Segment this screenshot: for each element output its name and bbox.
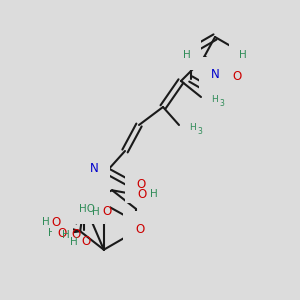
Text: O: O xyxy=(232,70,242,83)
Text: N: N xyxy=(90,161,98,175)
Text: O: O xyxy=(52,216,61,229)
Text: O: O xyxy=(102,205,111,218)
Text: O: O xyxy=(138,188,147,201)
Text: H: H xyxy=(92,207,100,217)
Text: O: O xyxy=(72,228,81,241)
Text: O: O xyxy=(82,235,91,248)
Text: O: O xyxy=(136,178,146,191)
Text: O: O xyxy=(58,227,67,240)
Text: H: H xyxy=(77,163,85,173)
Text: H: H xyxy=(150,189,158,199)
Text: O: O xyxy=(135,223,144,236)
Text: HO: HO xyxy=(79,204,95,214)
Text: H: H xyxy=(190,124,196,133)
Text: N: N xyxy=(211,68,219,82)
Text: H: H xyxy=(48,228,56,238)
Text: H: H xyxy=(212,95,218,104)
Text: H: H xyxy=(42,217,50,227)
Text: H: H xyxy=(239,50,247,60)
Text: H: H xyxy=(183,50,191,60)
Text: O: O xyxy=(89,193,99,206)
Text: H: H xyxy=(70,236,78,247)
Text: 3: 3 xyxy=(220,98,224,107)
Text: 3: 3 xyxy=(198,127,203,136)
Text: H: H xyxy=(62,230,70,239)
